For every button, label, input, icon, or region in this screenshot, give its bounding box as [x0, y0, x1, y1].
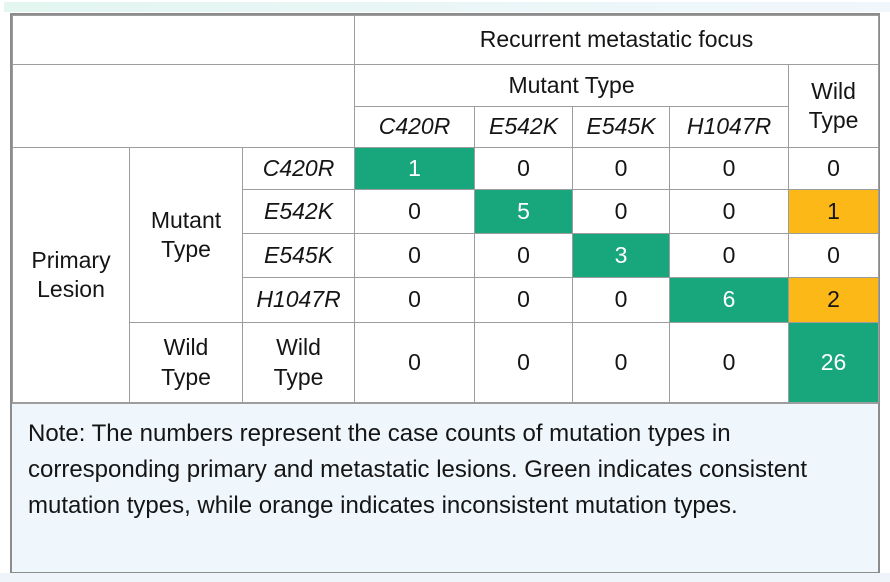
matrix-cell: 0 — [788, 147, 880, 190]
primary-lesion-header: Primary Lesion — [12, 147, 130, 403]
matrix-cell: 0 — [572, 147, 671, 190]
table-row: H1047R 0 0 0 6 2 — [13, 277, 880, 323]
matrix-cell: 2 — [788, 277, 880, 323]
table-row: E542K 0 5 0 0 1 — [13, 189, 880, 234]
table-row: Wild Type Wild Type 0 0 0 0 26 — [13, 322, 880, 403]
column-header-e542k: E542K — [474, 106, 574, 148]
matrix-cell: 0 — [474, 147, 574, 190]
matrix-cell: 0 — [572, 189, 671, 234]
matrix-cell: 0 — [354, 277, 476, 323]
matrix-cell: 0 — [669, 189, 790, 234]
table-row: Primary Lesion Mutant Type C420R 1 0 0 0… — [12, 147, 880, 403]
matrix-cell: 0 — [354, 189, 476, 234]
corner-empty-cell — [11, 15, 356, 65]
mutant-type-row-subgroup-header: Mutant Type — [129, 147, 243, 323]
mutant-type-column-subgroup-header: Mutant Type — [354, 64, 790, 107]
table-row: E545K 0 0 3 0 0 — [13, 233, 880, 278]
matrix-cell: 0 — [669, 233, 790, 278]
table-row: Recurrent metastatic focus — [11, 15, 880, 65]
matrix-cell: 0 — [474, 322, 574, 403]
matrix-cell: 0 — [474, 233, 574, 278]
corner-empty-cell — [11, 64, 356, 148]
column-header-c420r: C420R — [354, 106, 476, 148]
matrix-cell: 0 — [474, 277, 574, 323]
column-header-e545k: E545K — [572, 106, 671, 148]
note-text: Note: The numbers represent the case cou… — [12, 403, 878, 572]
matrix-cell: 0 — [669, 147, 790, 190]
matrix-cell: 26 — [788, 322, 880, 403]
wild-type-column-header: Wild Type — [788, 64, 880, 148]
matrix-cell: 0 — [354, 233, 476, 278]
mutation-concordance-table: Recurrent metastatic focus Mutant Type W… — [11, 15, 880, 403]
matrix-cell: 0 — [572, 277, 671, 323]
column-header-h1047r: H1047R — [669, 106, 790, 148]
matrix-cell: 1 — [788, 189, 880, 234]
matrix-cell: 6 — [669, 277, 790, 323]
row-label-wild-type: Wild Type — [241, 322, 356, 403]
top-decorative-strip — [4, 2, 890, 12]
table-panel: Recurrent metastatic focus Mutant Type W… — [10, 13, 880, 574]
matrix-cell: 1 — [354, 147, 476, 190]
col-group-header: Recurrent metastatic focus — [354, 15, 880, 65]
bottom-decorative-strip — [0, 573, 890, 582]
matrix-cell: 5 — [474, 189, 574, 234]
row-label-c420r: C420R — [241, 147, 356, 190]
row-label-e545k: E545K — [241, 233, 356, 278]
matrix-cell: 0 — [572, 322, 671, 403]
matrix-cell: 0 — [788, 233, 880, 278]
table-row: Mutant Type Wild Type — [11, 64, 880, 148]
matrix-cell: 3 — [572, 233, 671, 278]
row-label-h1047r: H1047R — [241, 277, 356, 323]
row-label-e542k: E542K — [241, 189, 356, 234]
matrix-cell: 0 — [354, 322, 476, 403]
matrix-cell: 0 — [669, 322, 790, 403]
wild-type-row-subgroup-header: Wild Type — [129, 322, 243, 403]
